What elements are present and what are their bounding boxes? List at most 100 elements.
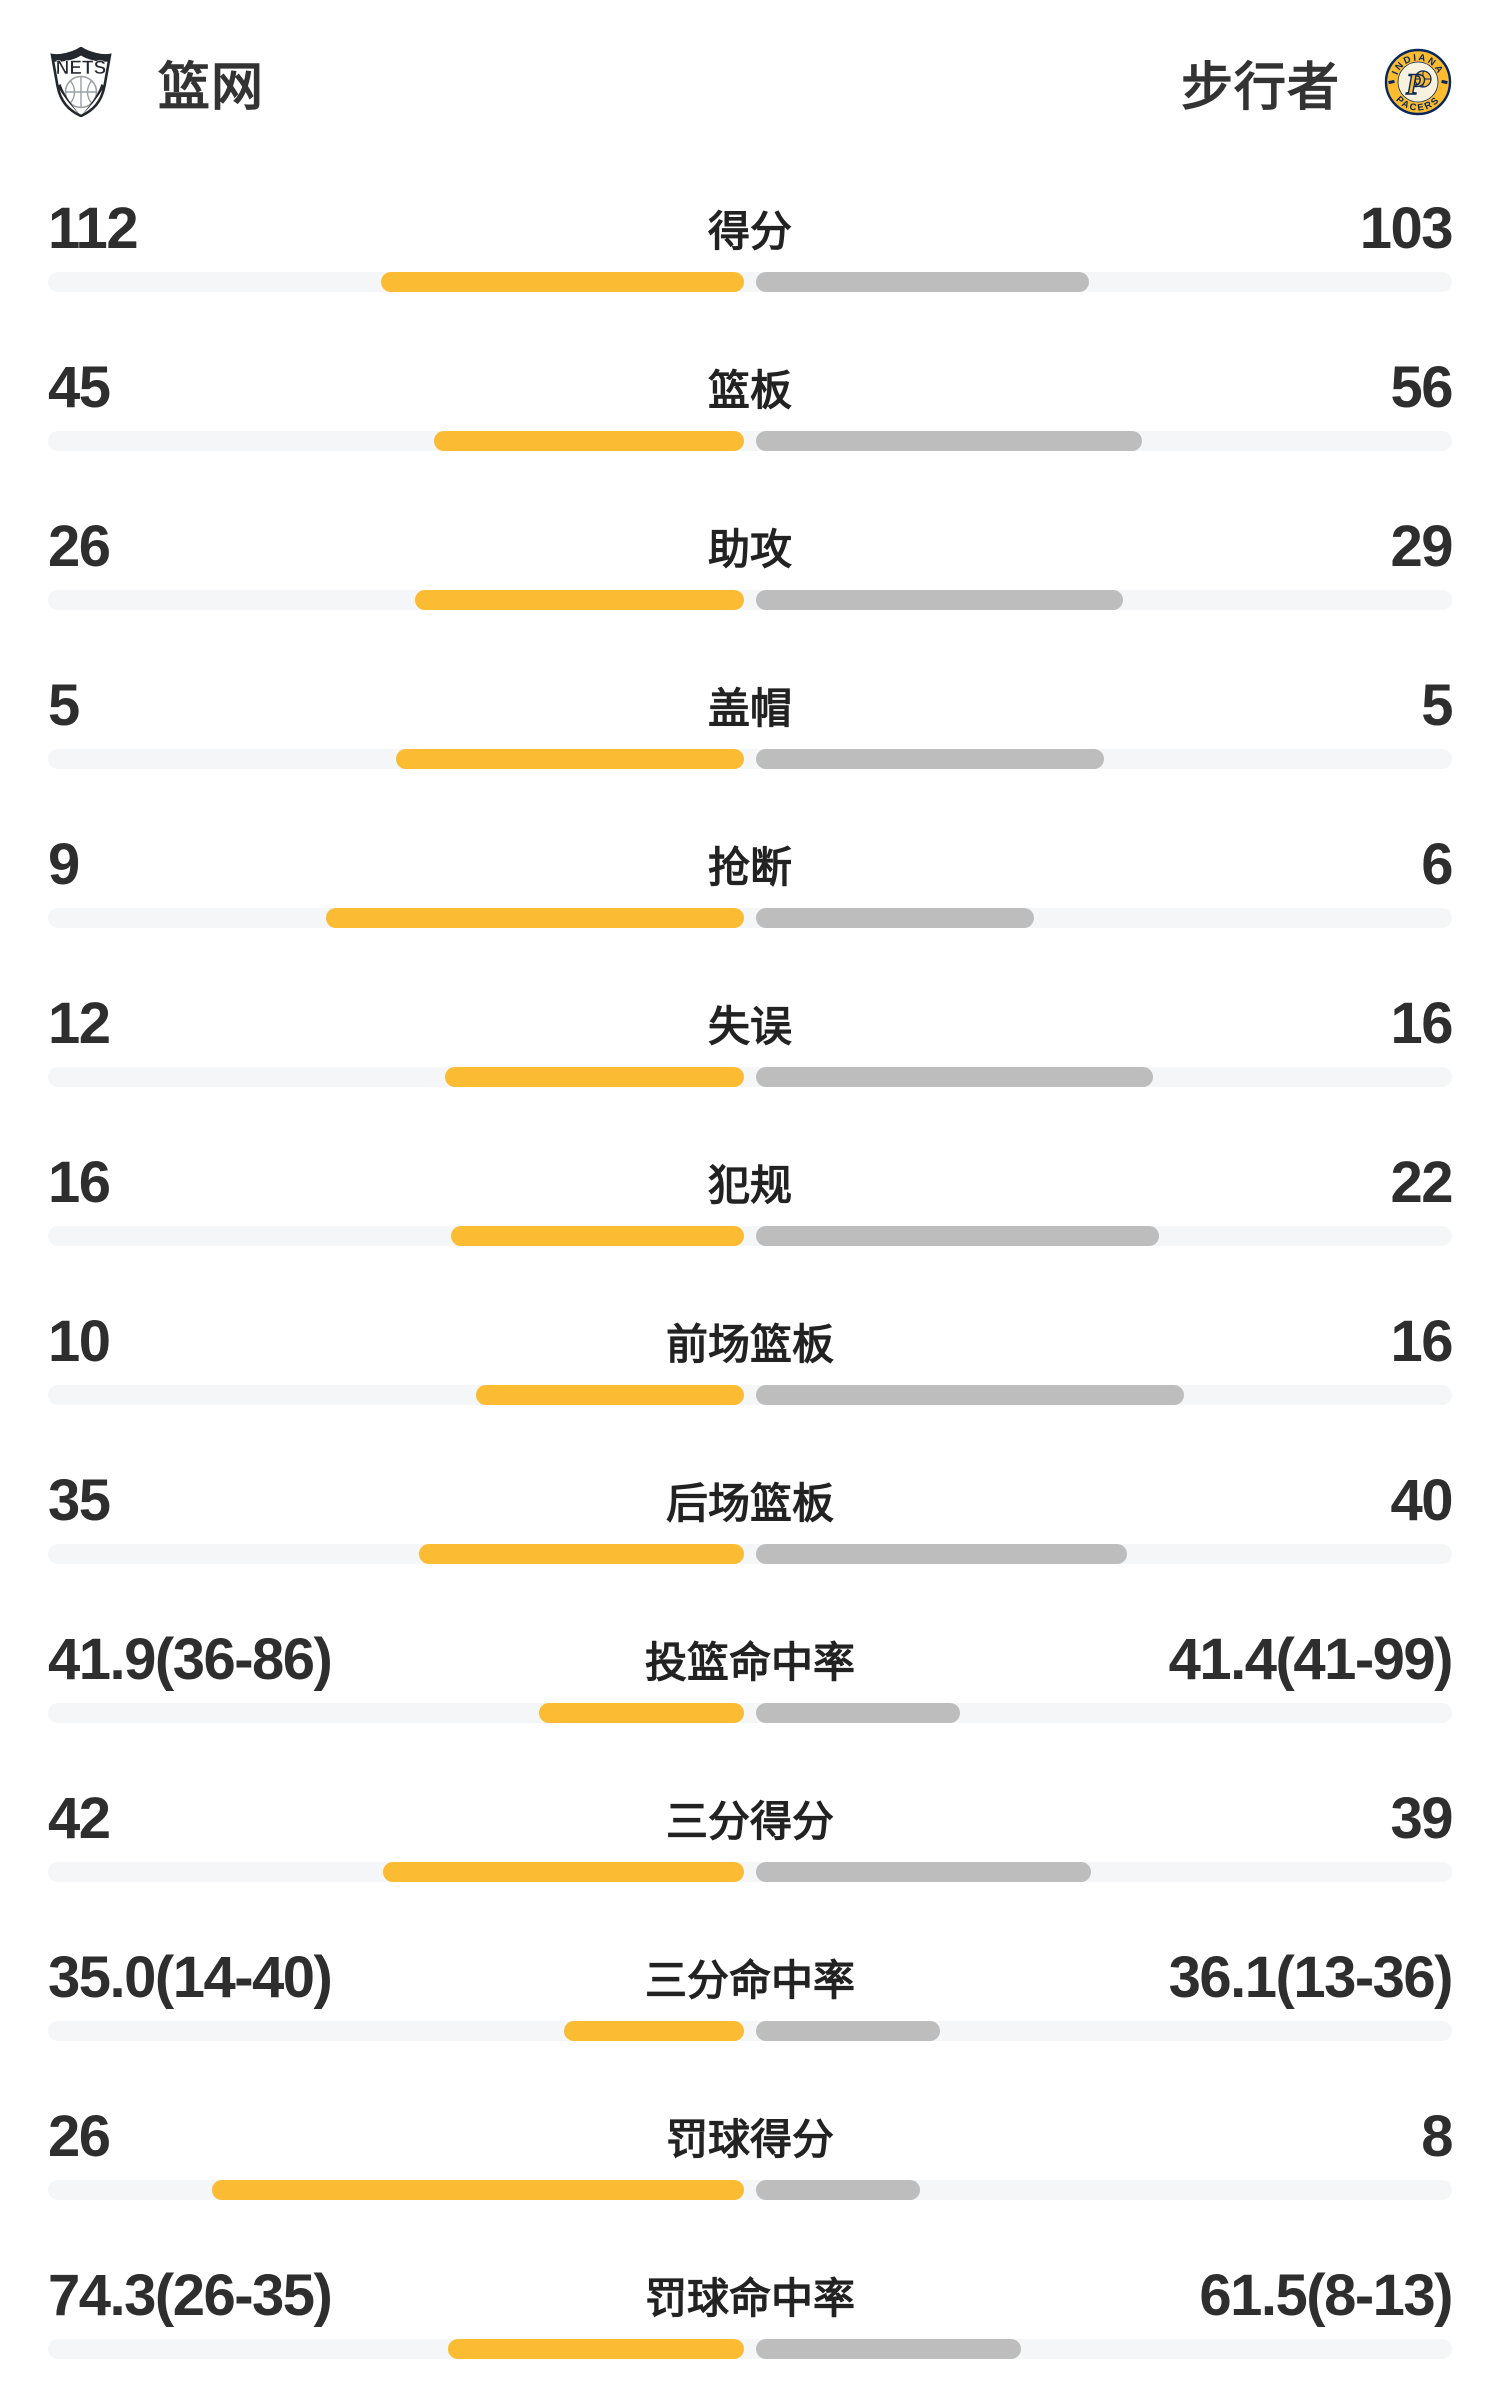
stat-row: 9 抢断 6 bbox=[48, 832, 1453, 928]
svg-text:P: P bbox=[1405, 68, 1425, 101]
right-team-bar bbox=[756, 1703, 960, 1723]
right-team-value: 61.5(8-13) bbox=[1199, 2262, 1453, 2328]
stat-value-line: 9 抢断 6 bbox=[48, 832, 1453, 897]
stat-bar-track bbox=[48, 1067, 1452, 1087]
stat-bar-track bbox=[48, 1703, 1452, 1723]
stat-value-line: 42 三分得分 39 bbox=[48, 1785, 1453, 1851]
stat-label: 犯规 bbox=[707, 1161, 793, 1209]
right-bar-area bbox=[756, 1067, 1452, 1087]
stat-value-line: 16 犯规 22 bbox=[48, 1149, 1453, 1215]
stat-row: 5 盖帽 5 bbox=[48, 672, 1453, 769]
stat-value-line: 26 罚球得分 8 bbox=[48, 2103, 1453, 2169]
stat-bar-track bbox=[48, 1385, 1452, 1405]
stat-bar-track bbox=[48, 1544, 1452, 1564]
svg-text:NETS: NETS bbox=[56, 58, 107, 79]
right-team-bar bbox=[756, 1385, 1185, 1405]
right-bar-area bbox=[756, 2339, 1452, 2359]
team-right: 步行者 INDIANA PACERS P bbox=[1181, 45, 1452, 120]
left-bar-area bbox=[48, 1385, 744, 1405]
left-team-bar bbox=[445, 1067, 744, 1087]
team-left: NETS 篮网 bbox=[48, 45, 264, 120]
stat-row: 26 罚球得分 8 bbox=[48, 2103, 1453, 2200]
right-team-value: 36.1(13-36) bbox=[1168, 1944, 1454, 2010]
stat-row: 16 犯规 22 bbox=[48, 1149, 1453, 1246]
left-bar-area bbox=[48, 1067, 744, 1087]
stat-row: 74.3(26-35) 罚球命中率 61.5(8-13) bbox=[48, 2262, 1453, 2359]
left-team-value: 5 bbox=[48, 672, 80, 738]
left-team-bar bbox=[563, 2021, 744, 2041]
left-team-bar bbox=[538, 1703, 744, 1723]
left-bar-area bbox=[48, 590, 744, 610]
left-team-bar bbox=[326, 908, 744, 928]
stat-value-line: 5 盖帽 5 bbox=[48, 672, 1453, 738]
right-team-bar bbox=[756, 749, 1104, 769]
right-team-bar bbox=[756, 590, 1123, 610]
stat-label: 投篮命中率 bbox=[644, 1638, 856, 1686]
right-bar-area bbox=[756, 1385, 1452, 1405]
team-left-name: 篮网 bbox=[158, 58, 265, 117]
stat-value-line: 26 助攻 29 bbox=[48, 513, 1453, 579]
left-bar-area bbox=[48, 1703, 744, 1723]
stat-row: 12 失误 16 bbox=[48, 990, 1453, 1087]
stat-value-line: 41.9(36-86) 投篮命中率 41.4(41-99) bbox=[48, 1626, 1454, 1692]
right-bar-area bbox=[756, 272, 1452, 292]
right-bar-area bbox=[756, 749, 1452, 769]
stat-label: 抢断 bbox=[707, 843, 793, 891]
left-bar-area bbox=[48, 908, 744, 928]
right-team-bar bbox=[756, 2021, 941, 2041]
stat-value-line: 112 得分 103 bbox=[48, 196, 1454, 261]
right-team-bar bbox=[756, 272, 1090, 292]
stat-row: 26 助攻 29 bbox=[48, 513, 1453, 610]
right-team-value: 16 bbox=[1390, 1308, 1453, 1374]
right-bar-area bbox=[756, 2021, 1452, 2041]
stat-label: 罚球得分 bbox=[665, 2115, 835, 2163]
left-team-bar bbox=[476, 1385, 744, 1405]
right-bar-area bbox=[756, 1862, 1452, 1882]
left-bar-area bbox=[48, 2180, 744, 2200]
left-team-bar bbox=[433, 431, 744, 451]
left-bar-area bbox=[48, 431, 744, 451]
stats-comparison-list: 112 得分 103 45 篮板 56 bbox=[48, 196, 1454, 2359]
right-bar-area bbox=[756, 431, 1452, 451]
right-bar-area bbox=[756, 1226, 1452, 1246]
right-team-value: 22 bbox=[1390, 1149, 1453, 1215]
stat-bar-track bbox=[48, 1862, 1452, 1882]
stat-value-line: 35 后场篮板 40 bbox=[48, 1467, 1453, 1533]
stat-label: 前场篮板 bbox=[665, 1320, 835, 1368]
right-bar-area bbox=[756, 908, 1452, 928]
scoreboard-header: NETS 篮网 步行者 INDIANA PACERS bbox=[48, 47, 1452, 117]
left-team-bar bbox=[381, 272, 744, 292]
left-team-bar bbox=[382, 1862, 744, 1882]
right-team-bar bbox=[756, 1067, 1154, 1087]
right-team-value: 39 bbox=[1390, 1785, 1453, 1851]
stat-bar-track bbox=[48, 2180, 1452, 2200]
right-team-bar bbox=[756, 1544, 1127, 1564]
right-team-bar bbox=[756, 2339, 1022, 2359]
left-team-bar bbox=[447, 2339, 744, 2359]
right-team-value: 5 bbox=[1421, 672, 1453, 738]
left-team-value: 26 bbox=[48, 513, 111, 579]
left-team-value: 35 bbox=[48, 1467, 111, 1533]
left-team-value: 26 bbox=[48, 2103, 111, 2169]
right-bar-area bbox=[756, 590, 1452, 610]
left-bar-area bbox=[48, 272, 744, 292]
stat-value-line: 74.3(26-35) 罚球命中率 61.5(8-13) bbox=[48, 2262, 1453, 2328]
stat-label: 三分命中率 bbox=[644, 1956, 856, 2004]
right-bar-area bbox=[756, 1703, 1452, 1723]
right-team-bar bbox=[756, 431, 1142, 451]
stat-bar-track bbox=[48, 590, 1452, 610]
stat-label: 得分 bbox=[707, 207, 793, 255]
right-team-bar bbox=[756, 908, 1035, 928]
left-team-bar bbox=[418, 1544, 744, 1564]
right-team-value: 41.4(41-99) bbox=[1168, 1626, 1454, 1692]
right-team-value: 56 bbox=[1390, 354, 1453, 420]
stat-label: 盖帽 bbox=[707, 684, 793, 732]
right-team-value: 16 bbox=[1390, 990, 1453, 1056]
stat-label: 后场篮板 bbox=[665, 1479, 835, 1527]
stat-value-line: 10 前场篮板 16 bbox=[48, 1308, 1453, 1374]
left-team-value: 42 bbox=[48, 1785, 111, 1851]
stat-label: 罚球命中率 bbox=[644, 2274, 856, 2322]
right-team-value: 8 bbox=[1421, 2103, 1453, 2169]
left-team-value: 12 bbox=[48, 990, 111, 1056]
right-team-bar bbox=[756, 1862, 1091, 1882]
